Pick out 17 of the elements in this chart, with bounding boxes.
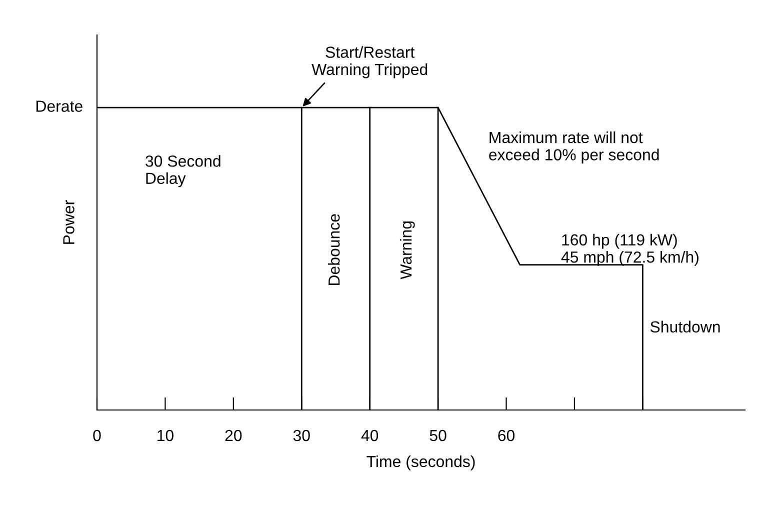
x-tick-label: 60 xyxy=(498,430,515,442)
x-tick-label: 10 xyxy=(158,430,174,442)
x-tick-label: 50 xyxy=(430,430,446,442)
annotation: Start/Restart Warning Tripped xyxy=(312,46,428,78)
annotation: 30 Second Delay xyxy=(146,155,220,188)
annotation: Shutdown xyxy=(650,320,720,333)
x-tick-label: 30 xyxy=(293,430,310,442)
annotation: Derate xyxy=(36,100,82,112)
y-axis-title: Power xyxy=(63,200,74,244)
x-tick-label: 20 xyxy=(225,430,242,442)
x-tick-label: 40 xyxy=(361,430,378,442)
x-axis-title: Time (seconds) xyxy=(366,455,475,470)
annotation: Debounce xyxy=(328,214,340,285)
annotation: Maximum rate will not exceed 10% per second xyxy=(489,131,659,164)
annotation: 160 hp (119 kW) 45 mph (72.5 km/h) xyxy=(561,234,698,266)
x-tick-label: 0 xyxy=(93,430,101,442)
annotation: Warning xyxy=(400,221,415,280)
